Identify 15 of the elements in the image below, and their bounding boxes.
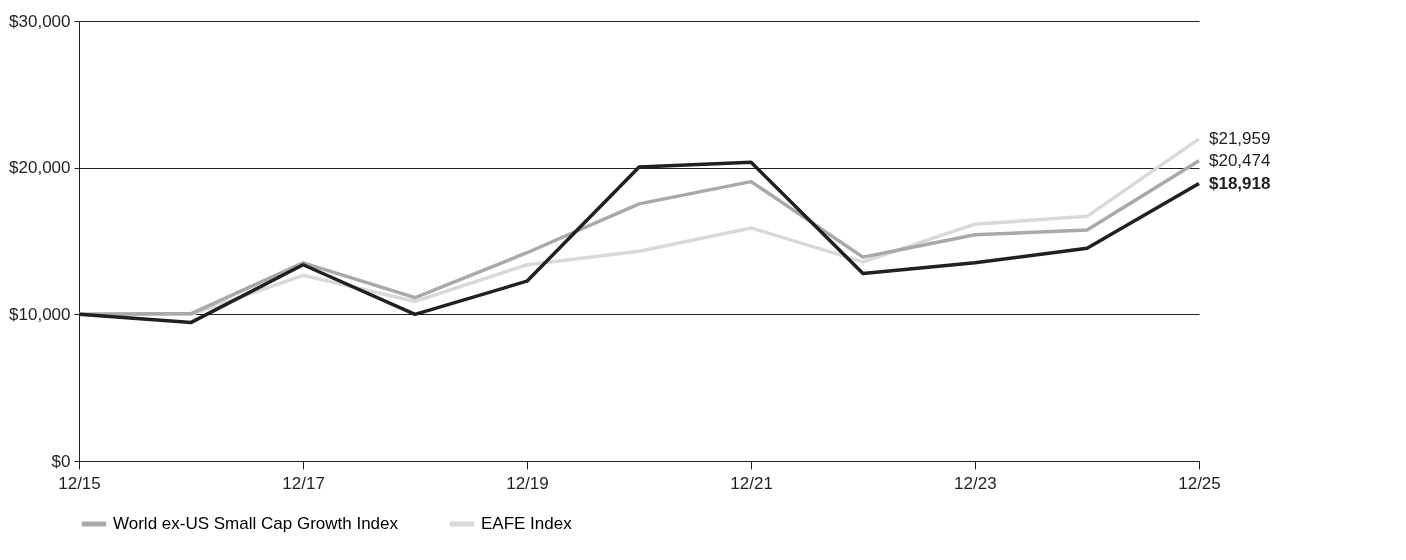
x-tick-label: 12/25 [1178, 473, 1221, 493]
y-tick-label: $30,000 [9, 11, 71, 31]
x-tick-label: 12/17 [282, 473, 325, 493]
x-tick-label: 12/15 [58, 473, 101, 493]
y-tick-label: $20,000 [9, 158, 71, 178]
data-label: $18,918 [1209, 173, 1271, 193]
x-tick-label: 12/19 [506, 473, 549, 493]
legend-label: World ex-US Small Cap Growth Index [113, 514, 399, 533]
data-label: $21,959 [1209, 128, 1271, 148]
x-tick-label: 12/21 [730, 473, 773, 493]
data-label: $20,474 [1209, 150, 1271, 170]
y-tick-label: $0 [51, 451, 71, 471]
legend-label: EAFE Index [481, 514, 573, 533]
y-tick-label: $10,000 [9, 304, 71, 324]
x-tick-label: 12/23 [954, 473, 997, 493]
